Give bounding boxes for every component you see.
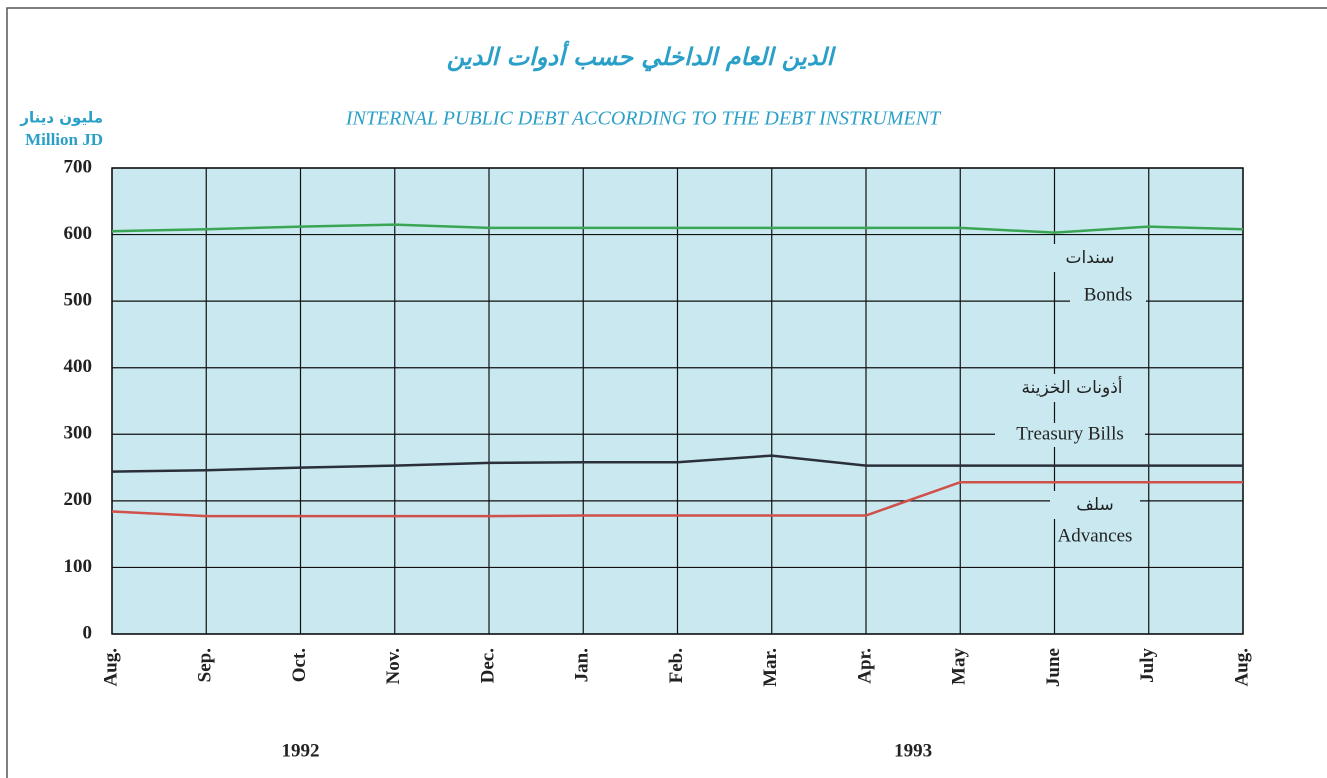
y-tick-label: 200 bbox=[64, 489, 93, 510]
x-tick-label: Oct. bbox=[289, 648, 310, 682]
y-tick-label: 100 bbox=[64, 556, 93, 577]
x-tick-label: Nov. bbox=[383, 648, 404, 684]
y-tick-label: 0 bbox=[83, 622, 93, 643]
y-tick-label: 700 bbox=[64, 156, 93, 177]
x-tick-label: Apr. bbox=[854, 648, 875, 684]
x-tick-label: July bbox=[1137, 648, 1158, 683]
legend-label-ar: سندات bbox=[1065, 248, 1114, 268]
label-bg bbox=[1057, 525, 1133, 549]
x-tick-label: Feb. bbox=[666, 648, 687, 683]
label-bg bbox=[1027, 374, 1117, 402]
plot-border bbox=[111, 167, 1244, 635]
x-tick-label: June bbox=[1043, 648, 1064, 687]
label-bg bbox=[1045, 244, 1135, 272]
label-bg bbox=[995, 423, 1145, 447]
series-line bbox=[111, 454, 1243, 473]
legend-label: Advances bbox=[1058, 525, 1133, 546]
y-tick-label: 500 bbox=[64, 290, 93, 311]
series-line bbox=[111, 480, 1243, 518]
frame bbox=[6, 7, 1327, 778]
series-line bbox=[111, 223, 1244, 234]
x-tick-label: Aug. bbox=[100, 648, 121, 687]
chart-title: INTERNAL PUBLIC DEBT ACCORDING TO THE DE… bbox=[345, 108, 942, 130]
y-label: Million JD bbox=[25, 130, 103, 149]
x-tick-label: May bbox=[949, 648, 970, 685]
chart-title-ar: الدين العام الداخلي حسب أدوات الدين bbox=[447, 40, 837, 72]
legend-label-ar: أذونات الخزينة bbox=[1021, 376, 1122, 398]
x-tick-label: Mar. bbox=[760, 648, 781, 687]
y-label-ar: مليون دينار bbox=[19, 109, 103, 127]
label-bg bbox=[1070, 284, 1146, 308]
x-tick-label: Sep. bbox=[195, 648, 216, 682]
x-tick-label: Aug. bbox=[1231, 648, 1252, 687]
y-tick-label: 600 bbox=[64, 223, 93, 244]
y-tick-label: 300 bbox=[64, 423, 93, 444]
y-tick-label: 400 bbox=[64, 356, 93, 377]
year-label: 1992 bbox=[282, 740, 320, 761]
label-bg bbox=[1050, 491, 1140, 519]
legend-label-ar: سلف bbox=[1076, 495, 1113, 515]
x-tick-label: Jan. bbox=[572, 648, 593, 682]
legend-label: Treasury Bills bbox=[1016, 423, 1124, 444]
legend-label: Bonds bbox=[1084, 284, 1133, 305]
year-label: 1993 bbox=[894, 740, 932, 761]
x-tick-label: Dec. bbox=[477, 648, 498, 683]
